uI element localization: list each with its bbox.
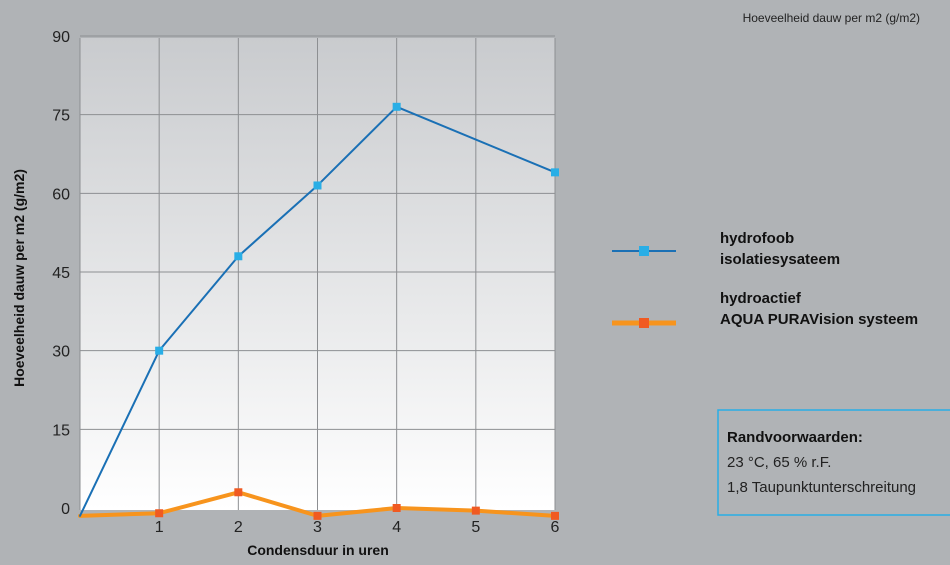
y-tick-label: 45 xyxy=(52,265,70,282)
y-tick-label: 60 xyxy=(52,186,70,203)
series-line xyxy=(79,105,556,517)
data-point-marker xyxy=(234,488,243,497)
data-point-marker xyxy=(313,511,322,520)
y-axis-ticks: 0 15 30 45 60 75 90 xyxy=(52,29,70,518)
conditions-line: 23 °C, 65 % r.F. xyxy=(727,454,831,471)
data-point-marker xyxy=(313,181,322,190)
legend-swatch-marker xyxy=(639,318,649,328)
x-axis-title: Condensduur in uren xyxy=(247,542,389,558)
legend-label: isolatiesysateem xyxy=(720,251,840,268)
x-tick-label: 5 xyxy=(471,519,480,536)
legend-swatch-marker xyxy=(639,246,649,256)
y-tick-label: 90 xyxy=(52,29,70,46)
chart-title: Hoeveelheid dauw per m2 (g/m2) xyxy=(743,11,920,25)
x-tick-label: 2 xyxy=(234,519,243,536)
data-point-marker xyxy=(392,102,401,111)
series-lines xyxy=(78,102,559,520)
legend: hydrofoob isolatiesysateem hydroactief AQUA… xyxy=(612,230,918,328)
y-tick-label: 0 xyxy=(61,501,70,518)
y-tick-label: 30 xyxy=(52,344,70,361)
legend-label: AQUA PURAVision systeem xyxy=(720,311,918,328)
y-axis-title: Hoeveelheid dauw per m2 (g/m2) xyxy=(11,169,27,387)
data-point-marker xyxy=(155,509,164,518)
x-tick-label: 3 xyxy=(313,519,322,536)
legend-label: hydrofoob xyxy=(720,230,794,247)
x-tick-label: 4 xyxy=(392,519,401,536)
data-point-marker xyxy=(392,504,401,512)
data-point-marker xyxy=(234,252,243,261)
conditions-box-border xyxy=(717,409,950,516)
conditions-box: Randvoorwaarden: 23 °C, 65 % r.F. 1,8 Ta… xyxy=(717,409,950,516)
x-axis-ticks: 1 2 3 4 5 6 xyxy=(155,519,560,536)
conditions-line: 1,8 Taupunktunterschreitung xyxy=(727,479,916,496)
x-tick-label: 1 xyxy=(155,519,164,536)
conditions-title: Randvoorwaarden: xyxy=(727,429,863,446)
x-tick-label: 6 xyxy=(551,519,560,536)
grid xyxy=(79,35,556,510)
data-point-marker xyxy=(471,506,480,515)
legend-label: hydroactief xyxy=(720,290,802,307)
data-point-marker xyxy=(551,511,559,520)
y-tick-label: 15 xyxy=(52,422,70,439)
data-point-marker xyxy=(155,346,164,355)
data-point-marker xyxy=(551,168,559,177)
y-tick-label: 75 xyxy=(52,108,70,125)
